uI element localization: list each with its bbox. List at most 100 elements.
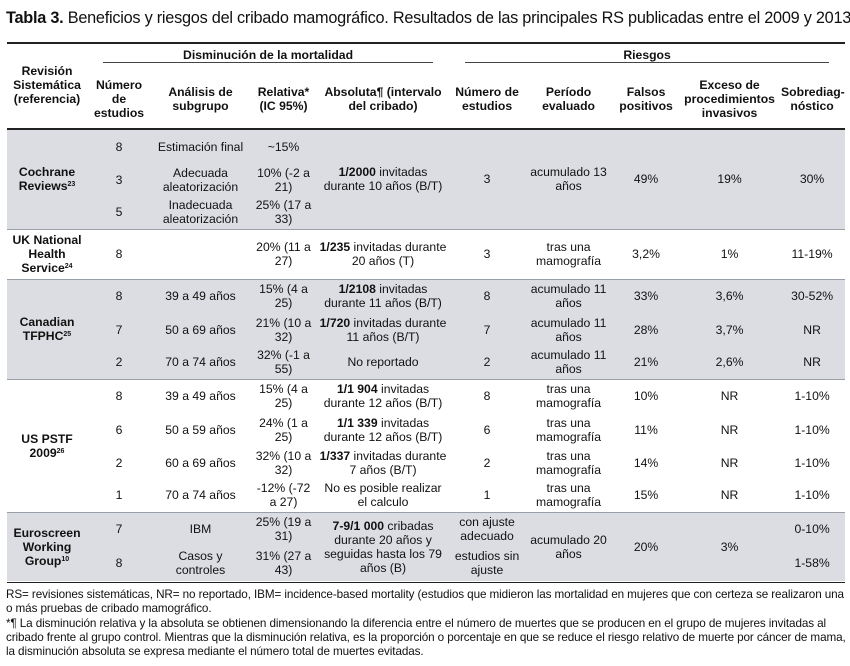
false-positives: 14% (612, 446, 681, 479)
period: acumulado 11 años (525, 313, 613, 346)
overdiagnosis: 30% (779, 129, 846, 229)
header-group-risks: Riesgos (449, 42, 845, 69)
num-studies-risk: 1 (449, 479, 526, 512)
relative-reduction: 15% (4 a 25) (250, 278, 317, 313)
overdiagnosis: NR (779, 313, 846, 346)
excess-procedures: NR (680, 413, 780, 446)
relative-reduction: 20% (11 a 27) (250, 228, 317, 279)
subgroup: 39 a 49 años (151, 378, 250, 413)
table-caption: Tabla 3. Beneficios y riesgos del cribad… (6, 8, 850, 28)
overdiagnosis: 1-10% (779, 446, 846, 479)
relative-reduction: 31% (27 a 43) (250, 545, 317, 581)
relative-reduction: 15% (4 a 25) (250, 378, 317, 413)
false-positives: 28% (612, 313, 681, 346)
overdiagnosis: 1-58% (779, 545, 846, 581)
overdiagnosis: 1-10% (779, 413, 846, 446)
table-row: 8 Casos y controles 31% (27 a 43) estudi… (7, 545, 846, 581)
num-studies-risk: 8 (449, 378, 526, 413)
caption-label: Tabla 3. (6, 9, 64, 27)
num-studies: 8 (87, 545, 151, 581)
relative-reduction: ~15% (250, 129, 317, 163)
period: tras una mamografía (525, 228, 613, 279)
absolute-reduction: 1/720 invitadas durante 11 años (B/T) (317, 313, 450, 346)
table-bottom-rule (7, 582, 845, 583)
subgroup: 60 a 69 años (151, 446, 250, 479)
review-name: Euroscreen Working Group10 (7, 511, 87, 581)
table-row: 2 70 a 74 años 32% (-1 a 55) No reportad… (7, 346, 846, 379)
num-studies: 8 (87, 278, 151, 313)
overdiagnosis: 11-19% (779, 228, 846, 279)
relative-reduction: 21% (10 a 32) (250, 313, 317, 346)
table-row: UK National Health Service24 8 20% (11 a… (7, 228, 846, 279)
relative-reduction: 24% (1 a 25) (250, 413, 317, 446)
subgroup: 39 a 49 años (151, 278, 250, 313)
header-group-row: Revisión Sistemática (referencia) Dismin… (7, 42, 845, 106)
num-studies-risk: 3 (449, 129, 526, 229)
excess-procedures: NR (680, 378, 780, 413)
table-row: 2 60 a 69 años 32% (10 a 32) 1/337 invit… (7, 446, 846, 479)
overdiagnosis: 1-10% (779, 378, 846, 413)
relative-reduction: -12% (-72 a 27) (250, 479, 317, 512)
num-studies-risk: 3 (449, 228, 526, 279)
period: acumulado 11 años (525, 278, 613, 313)
subgroup: IBM (151, 511, 250, 545)
header-overdiagnosis: Sobrediag-nóstico (781, 84, 845, 113)
overdiagnosis: 30-52% (779, 278, 846, 313)
false-positives: 20% (612, 511, 681, 581)
subgroup: 50 a 59 años (151, 413, 250, 446)
period: acumulado 13 años (525, 129, 613, 229)
table-row: 7 50 a 69 años 21% (10 a 32) 1/720 invit… (7, 313, 846, 346)
header-num-studies: Número de estudios (93, 77, 145, 120)
period: tras una mamografía (525, 413, 613, 446)
header-relative: Relativa* (IC 95%) (257, 84, 310, 113)
absolute-reduction: 1/2000 invitadas durante 10 años (B/T) (317, 129, 450, 229)
absolute-reduction: 1/1 904 invitadas durante 12 años (B/T) (317, 378, 450, 413)
num-studies-risk: 6 (449, 413, 526, 446)
overdiagnosis: 1-10% (779, 479, 846, 512)
absolute-reduction: No es posible realizar el calculo (317, 479, 450, 512)
review-name: US PSTF 200926 (7, 378, 87, 512)
num-studies: 3 (87, 163, 151, 196)
review-name: UK National Health Service24 (7, 228, 87, 279)
table-row: Cochrane Reviews23 8 Estimación final ~1… (7, 129, 846, 229)
relative-reduction: 32% (10 a 32) (250, 446, 317, 479)
num-studies-risk: 8 (449, 278, 526, 313)
relative-reduction: 25% (19 a 31) (250, 511, 317, 545)
relative-reduction: 10% (-2 a 21) (250, 163, 317, 196)
false-positives: 15% (612, 479, 681, 512)
footnote-definitions: *¶ La disminución relativa y la absoluta… (6, 617, 846, 658)
footnote-abbreviations: RS= revisiones sistemáticas, NR= no repo… (6, 588, 844, 615)
header-row: Número de estudios Análisis de subgrupo … (7, 69, 846, 129)
excess-procedures: 3,7% (680, 313, 780, 346)
excess-procedures: NR (680, 479, 780, 512)
table-row: Euroscreen Working Group10 7 IBM 25% (19… (7, 511, 846, 581)
false-positives: 11% (612, 413, 681, 446)
subgroup: 50 a 69 años (151, 313, 250, 346)
table-row: 5 Inadecuada aleatorización 25% (17 a 33… (7, 196, 845, 229)
header-group-mortality: Disminución de la mortalidad (87, 42, 449, 69)
header-num-studies-risk: Número de estudios (455, 84, 519, 113)
excess-procedures: 19% (680, 129, 780, 229)
num-studies: 6 (87, 413, 151, 446)
header-absolute: Absoluta¶ (intervalo del cribado) (324, 84, 442, 113)
absolute-reduction: 1/337 invitadas durante 7 años (B/T) (317, 446, 450, 479)
subgroup: 70 a 74 años (151, 479, 250, 512)
table-top-rule (7, 42, 845, 44)
excess-procedures: 3,6% (680, 278, 780, 313)
period: tras una mamografía (525, 479, 613, 512)
table-row: Canadian TFPHC25 8 39 a 49 años 15% (4 a… (7, 278, 846, 379)
num-studies-risk: 7 (449, 313, 526, 346)
absolute-reduction: 1/2108 invitadas durante 11 años (B/T) (317, 278, 450, 313)
results-table: Revisión Sistemática (referencia) Dismin… (7, 42, 846, 581)
excess-procedures: NR (680, 446, 780, 479)
num-studies-risk: con ajuste adecuado (449, 511, 526, 545)
subgroup: Estimación final (151, 129, 250, 163)
overdiagnosis: NR (779, 346, 846, 379)
header-revision: Revisión Sistemática (referencia) (13, 64, 81, 106)
num-studies: 5 (87, 196, 151, 229)
num-studies: 8 (87, 228, 151, 279)
excess-procedures: 1% (680, 228, 780, 279)
caption-text: Beneficios y riesgos del cribado mamográ… (67, 9, 850, 27)
false-positives: 10% (612, 378, 681, 413)
num-studies: 7 (87, 511, 151, 545)
